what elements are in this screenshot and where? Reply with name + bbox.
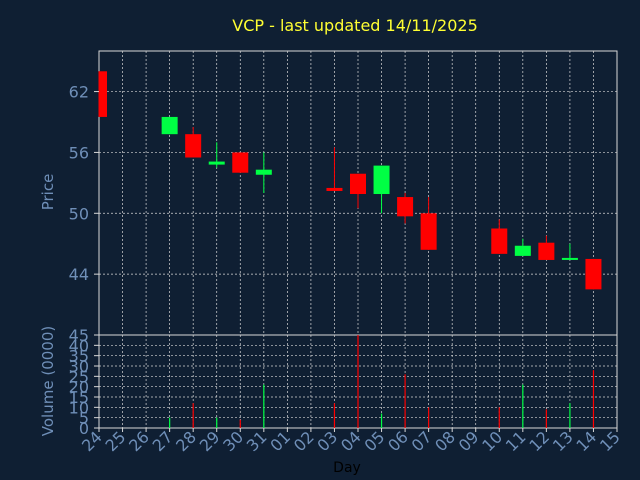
price-candles [98, 71, 602, 290]
candle-body [161, 116, 178, 135]
price-tick-label: 62 [69, 83, 89, 102]
candle-body [585, 258, 602, 290]
candle-body [373, 165, 390, 195]
candle-body [185, 134, 202, 158]
x-axis: 2425262728293031010203040506070809101112… [78, 427, 624, 455]
candle [397, 193, 414, 224]
candle [420, 197, 437, 250]
volume-tick-label: 25 [69, 367, 89, 386]
volume-tick-label: 10 [69, 398, 89, 417]
candle [208, 142, 225, 168]
price-axis-label: Price [39, 174, 57, 211]
candle-body [514, 245, 531, 256]
candle-body [232, 152, 249, 173]
volume-tick-label: 0 [79, 419, 89, 438]
candle [585, 258, 602, 290]
volume-tick-label: 45 [69, 326, 89, 345]
candle-body [397, 197, 414, 217]
volume-tick-label: 15 [69, 388, 89, 407]
candle-body [99, 71, 107, 117]
price-axis: 44 50 56 62 [69, 83, 99, 284]
volume-tick-label: 20 [69, 378, 89, 397]
candle-body [538, 242, 555, 260]
price-tick-label: 56 [69, 143, 89, 162]
candle [514, 238, 531, 256]
candle [326, 147, 343, 191]
candle-body [326, 187, 343, 191]
candle [185, 127, 202, 158]
candle [161, 116, 178, 135]
volume-tick-label: 5 [79, 409, 89, 428]
candle-body [255, 169, 272, 175]
candle [373, 165, 390, 214]
chart-title: VCP - last updated 14/11/2025 [232, 16, 478, 35]
x-axis-label: Day [333, 460, 361, 476]
candle [491, 219, 508, 254]
candle [255, 152, 272, 193]
candle [538, 235, 555, 260]
candle-body [420, 213, 437, 250]
volume-tick-label: 35 [69, 347, 89, 366]
x-tick-label: 15 [596, 427, 624, 455]
candle-body [350, 173, 366, 195]
volume-tick-label: 30 [69, 357, 89, 376]
volume-tick-label: 40 [69, 336, 89, 355]
candle-body [491, 228, 508, 254]
volume-bars [169, 335, 595, 428]
price-tick-label: 50 [69, 204, 89, 223]
candle [350, 173, 366, 209]
candle-body [561, 257, 578, 260]
candle-body [208, 161, 225, 165]
candle [232, 152, 249, 173]
price-tick-label: 44 [69, 265, 89, 284]
candle [98, 71, 107, 117]
candle [561, 243, 578, 260]
volume-axis-label: Volume (0000) [39, 326, 57, 436]
